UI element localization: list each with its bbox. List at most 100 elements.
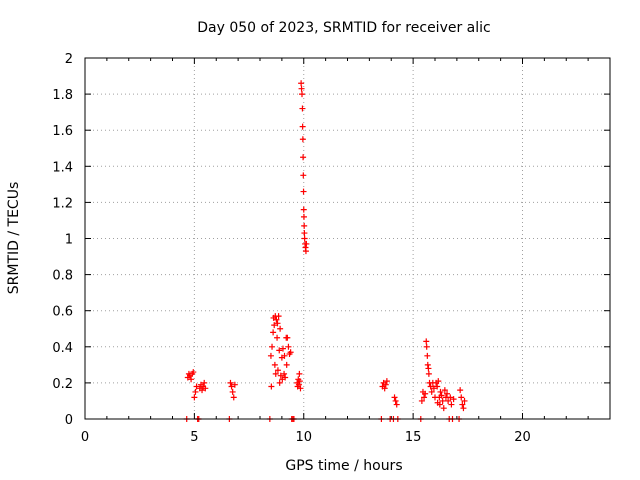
x-tick-label: 20 [514, 430, 531, 445]
data-point [274, 320, 281, 327]
data-point [427, 383, 434, 390]
data-point [381, 385, 388, 392]
y-tick-label: 0.4 [52, 341, 73, 356]
data-point [281, 352, 288, 359]
data-point [434, 383, 441, 390]
y-tick-label: 0.2 [52, 377, 73, 392]
data-point [301, 235, 308, 242]
data-point [303, 240, 310, 247]
x-tick-label: 5 [190, 430, 198, 445]
data-point [231, 381, 238, 388]
data-point [230, 394, 237, 401]
data-point [383, 378, 390, 385]
data-point [423, 338, 430, 345]
y-tick-label: 0.6 [52, 305, 73, 320]
data-point [457, 387, 464, 394]
x-tick-label: 15 [405, 430, 422, 445]
data-point [268, 383, 275, 390]
data-point [273, 316, 280, 323]
data-point [284, 334, 291, 341]
data-point [425, 370, 432, 377]
data-point [300, 206, 307, 213]
y-tick-label: 1.8 [52, 88, 73, 103]
y-tick-label: 1.2 [52, 196, 73, 211]
data-point [300, 213, 307, 220]
data-point [301, 222, 308, 229]
data-point [277, 325, 284, 332]
data-point [229, 388, 236, 395]
data-point [436, 401, 443, 408]
data-point [227, 379, 234, 386]
data-point [282, 374, 289, 381]
data-point [458, 394, 465, 401]
data-point [428, 388, 435, 395]
data-point [279, 345, 286, 352]
data-point [299, 136, 306, 143]
x-axis-label: GPS time / hours [285, 458, 402, 474]
data-point [438, 392, 445, 399]
data-point [430, 385, 437, 392]
data-point [437, 388, 444, 395]
data-point [459, 401, 466, 408]
grid [85, 58, 610, 419]
data-point [422, 390, 429, 397]
data-point [270, 329, 277, 336]
y-axis-label: SRMTID / TECUs [6, 182, 22, 295]
data-point [190, 369, 197, 376]
data-point [300, 154, 307, 161]
data-point [440, 405, 447, 412]
plot-frame [84, 57, 611, 420]
data-point [299, 91, 305, 98]
data-point [201, 379, 208, 386]
data-point [202, 385, 209, 392]
data-point [448, 401, 455, 408]
y-tick-label: 1.4 [52, 160, 73, 175]
data-point [272, 370, 279, 377]
data-point [299, 105, 306, 112]
data-point [277, 372, 284, 379]
data-point [287, 349, 294, 356]
data-point [193, 383, 200, 390]
data-point [276, 379, 283, 386]
y-tick-label: 0.8 [52, 269, 73, 284]
data-point [392, 397, 399, 404]
y-tick-label: 1.6 [52, 124, 73, 139]
data-point [298, 85, 305, 92]
data-point [441, 387, 448, 394]
data-point [199, 387, 206, 394]
data-point [393, 401, 400, 408]
data-point [302, 248, 309, 255]
data-point [283, 361, 290, 368]
data-point [391, 394, 398, 401]
data-point [296, 370, 303, 377]
data-point [460, 405, 467, 412]
data-point [295, 381, 302, 388]
data-point [300, 188, 307, 195]
data-point [447, 394, 454, 401]
data-point [300, 172, 307, 179]
data-point [435, 378, 442, 385]
data-point [228, 383, 235, 390]
data-point [274, 367, 281, 374]
data-point [296, 378, 303, 385]
y-tick-label: 2 [65, 52, 73, 67]
data-point [191, 394, 198, 401]
data-point [439, 397, 446, 404]
data-point [298, 80, 305, 87]
data-point [285, 343, 292, 350]
data-point [271, 361, 278, 368]
data-point [267, 352, 274, 359]
data-point [301, 230, 308, 237]
data-point [297, 385, 304, 392]
y-tick-label: 0 [65, 413, 73, 428]
data-point [423, 343, 430, 350]
data-point [188, 376, 195, 383]
data-point [424, 352, 431, 359]
data-point [269, 343, 276, 350]
data-point [382, 381, 389, 388]
data-point [424, 361, 431, 368]
data-point [444, 390, 451, 397]
data-point [276, 347, 283, 354]
